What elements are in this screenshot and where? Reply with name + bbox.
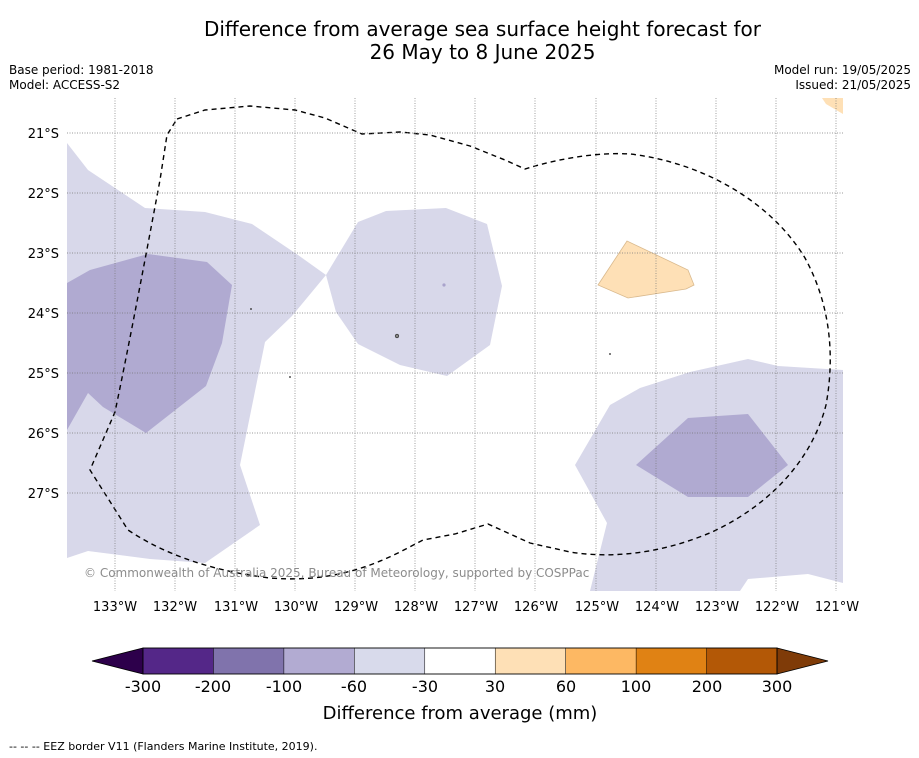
colorbar-segment bbox=[424, 647, 496, 675]
lon-label: 132°W bbox=[153, 600, 197, 615]
colorbar-title: Difference from average (mm) bbox=[323, 703, 598, 724]
colorbar-tick-label: 100 bbox=[621, 677, 652, 696]
issued-text: Issued: 21/05/2025 bbox=[795, 78, 911, 92]
colorbar-segment bbox=[565, 647, 637, 675]
colorbar-tick-labels: -300 -200 -100 -60 -30 30 60 100 200 300 bbox=[125, 677, 792, 696]
colorbar-segment bbox=[635, 647, 708, 675]
colorbar-tick-label: -200 bbox=[195, 677, 231, 696]
lon-label: 130°W bbox=[274, 600, 318, 615]
colorbar-segment bbox=[213, 647, 285, 675]
lon-label: 121°W bbox=[815, 600, 859, 615]
meta-left: Base period: 1981-2018 Model: ACCESS-S2 bbox=[9, 63, 154, 93]
anomaly-region-center bbox=[326, 208, 502, 376]
lon-label: 127°W bbox=[454, 600, 498, 615]
lon-label: 122°W bbox=[755, 600, 799, 615]
colorbar-tick-label: 60 bbox=[556, 677, 576, 696]
colorbar-segment bbox=[494, 647, 567, 675]
lon-label: 125°W bbox=[575, 600, 619, 615]
latitude-labels: 21°S 22°S 23°S 24°S 25°S 26°S 27°S bbox=[28, 127, 59, 502]
lat-label: 21°S bbox=[28, 127, 59, 142]
colorbar-segment bbox=[142, 647, 214, 675]
colorbar-tick-label: -30 bbox=[412, 677, 438, 696]
colorbar-tick-label: -300 bbox=[125, 677, 161, 696]
colorbar-segment bbox=[283, 647, 355, 675]
island-marker bbox=[289, 376, 291, 378]
lat-label: 24°S bbox=[28, 307, 59, 322]
positive-anomaly-corner bbox=[822, 98, 843, 114]
anomaly-region-west-strong bbox=[67, 254, 232, 433]
model-run-text: Model run: 19/05/2025 bbox=[773, 63, 911, 77]
title-line-2: 26 May to 8 June 2025 bbox=[369, 40, 596, 64]
colorbar-tick-label: 200 bbox=[692, 677, 723, 696]
island-marker bbox=[609, 353, 611, 355]
chart-title: Difference from average sea surface heig… bbox=[0, 18, 919, 64]
island-marker bbox=[394, 333, 400, 339]
lat-label: 27°S bbox=[28, 487, 59, 502]
colorbar-low-extension bbox=[91, 647, 144, 675]
colorbar-tick-label: -60 bbox=[341, 677, 367, 696]
lon-label: 123°W bbox=[695, 600, 739, 615]
gridlines bbox=[67, 98, 843, 591]
colorbar-tick-label: 300 bbox=[762, 677, 793, 696]
lat-label: 26°S bbox=[28, 427, 59, 442]
lon-label: 128°W bbox=[394, 600, 438, 615]
meta-right: Model run: 19/05/2025 Issued: 21/05/2025 bbox=[774, 63, 911, 93]
island-marker bbox=[250, 308, 252, 310]
base-period-text: Base period: 1981-2018 bbox=[9, 63, 154, 77]
title-line-1: Difference from average sea surface heig… bbox=[203, 17, 762, 41]
anomaly-region-southeast-strong bbox=[636, 414, 788, 497]
lat-label: 23°S bbox=[28, 247, 59, 262]
map-area: © Commonwealth of Australia 2025, Bureau… bbox=[67, 98, 843, 591]
colorbar-segment bbox=[354, 647, 426, 675]
island-marker bbox=[442, 283, 446, 287]
colorbar-high-extension bbox=[776, 647, 829, 675]
colorbar-segment bbox=[706, 647, 778, 675]
positive-anomaly-region bbox=[597, 240, 695, 299]
lat-label: 25°S bbox=[28, 367, 59, 382]
model-text: Model: ACCESS-S2 bbox=[9, 78, 121, 92]
lon-label: 126°W bbox=[514, 600, 558, 615]
lat-label: 22°S bbox=[28, 187, 59, 202]
colorbar-segments bbox=[142, 647, 778, 675]
lon-label: 133°W bbox=[93, 600, 137, 615]
lon-label: 131°W bbox=[214, 600, 258, 615]
lon-label: 124°W bbox=[635, 600, 679, 615]
footnote: -- -- -- EEZ border V11 (Flanders Marine… bbox=[9, 740, 318, 753]
colorbar bbox=[91, 647, 829, 675]
colorbar-outline bbox=[142, 647, 778, 675]
copyright-text: © Commonwealth of Australia 2025, Bureau… bbox=[84, 566, 589, 580]
colorbar-tick-label: 30 bbox=[485, 677, 505, 696]
longitude-labels: 133°W 132°W 131°W 130°W 129°W 128°W 127°… bbox=[93, 600, 859, 615]
colorbar-tick-label: -100 bbox=[266, 677, 302, 696]
lon-label: 129°W bbox=[334, 600, 378, 615]
